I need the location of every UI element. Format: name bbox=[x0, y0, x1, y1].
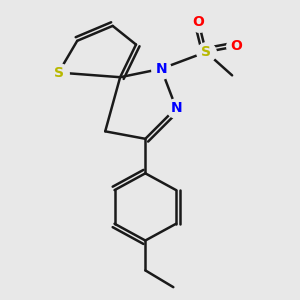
Text: N: N bbox=[170, 101, 182, 115]
Text: S: S bbox=[54, 65, 64, 80]
Text: S: S bbox=[201, 45, 211, 59]
Text: N: N bbox=[155, 62, 167, 76]
Text: O: O bbox=[230, 39, 242, 53]
Text: O: O bbox=[193, 15, 205, 29]
